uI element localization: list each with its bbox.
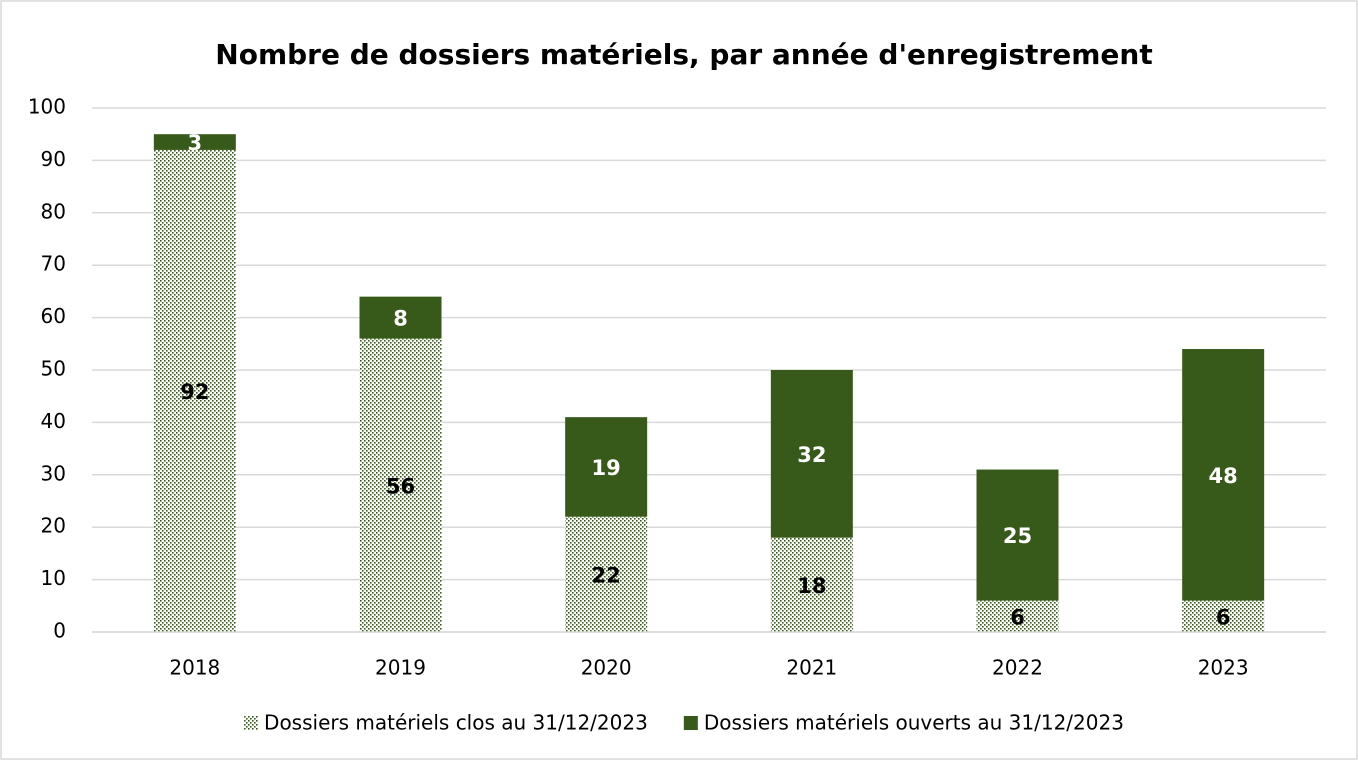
data-label: 25 (1003, 524, 1032, 548)
chart-title: Nombre de dossiers matériels, par année … (215, 38, 1152, 71)
bar-segment (1182, 349, 1265, 601)
bar-segment (770, 370, 853, 538)
x-tick-label: 2022 (992, 656, 1043, 680)
y-tick-label: 60 (41, 304, 66, 328)
bar-segment (1182, 600, 1265, 632)
y-tick-label: 90 (41, 147, 66, 171)
y-tick-label: 70 (41, 252, 66, 276)
data-label: 19 (592, 456, 621, 480)
legend-label: Dossiers matériels ouverts au 31/12/2023 (704, 711, 1124, 735)
y-tick-label: 10 (41, 566, 66, 590)
bar-segment (359, 338, 442, 632)
legend-label: Dossiers matériels clos au 31/12/2023 (264, 711, 648, 735)
data-label: 8 (393, 307, 408, 331)
y-tick-label: 30 (41, 461, 66, 485)
x-tick-label: 2018 (169, 656, 220, 680)
data-label: 22 (592, 563, 621, 587)
x-tick-label: 2020 (581, 656, 632, 680)
y-tick-label: 20 (41, 514, 66, 538)
y-tick-label: 80 (41, 199, 66, 223)
data-label: 18 (797, 574, 826, 598)
x-tick-label: 2023 (1198, 656, 1249, 680)
y-tick-label: 100 (28, 95, 66, 119)
data-label: 6 (1216, 605, 1231, 629)
bar-segment (976, 600, 1059, 632)
legend-swatch (244, 716, 259, 730)
data-label: 32 (797, 443, 826, 467)
y-tick-label: 50 (41, 357, 66, 381)
data-label: 6 (1010, 605, 1025, 629)
y-tick-label: 0 (53, 619, 66, 643)
bar-segment (359, 296, 442, 339)
x-tick-label: 2021 (786, 656, 837, 680)
data-label: 3 (188, 131, 203, 155)
legend-swatch (683, 716, 698, 730)
x-tick-label: 2019 (375, 656, 426, 680)
data-label: 56 (386, 474, 415, 498)
data-label: 48 (1209, 464, 1238, 488)
bar-segment (153, 134, 236, 150)
bar-segment (565, 417, 648, 517)
bar-segment (976, 469, 1059, 601)
data-label: 92 (180, 380, 209, 404)
bar-segment (565, 516, 648, 632)
bar-segment (770, 537, 853, 632)
bar-segment (153, 149, 236, 633)
y-tick-label: 40 (41, 409, 66, 433)
